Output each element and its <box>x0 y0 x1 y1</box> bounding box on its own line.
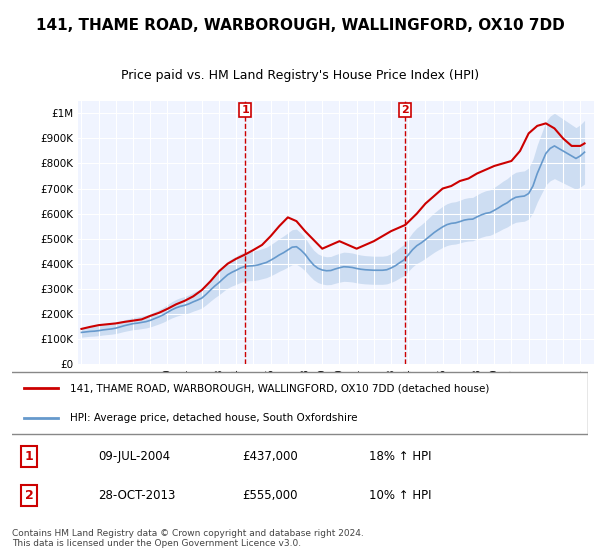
Text: 1: 1 <box>25 450 34 463</box>
Text: 141, THAME ROAD, WARBOROUGH, WALLINGFORD, OX10 7DD (detached house): 141, THAME ROAD, WARBOROUGH, WALLINGFORD… <box>70 384 489 394</box>
Text: 09-JUL-2004: 09-JUL-2004 <box>98 450 170 463</box>
Text: 28-OCT-2013: 28-OCT-2013 <box>98 489 176 502</box>
Text: 2: 2 <box>401 105 409 115</box>
Text: HPI: Average price, detached house, South Oxfordshire: HPI: Average price, detached house, Sout… <box>70 413 357 423</box>
FancyBboxPatch shape <box>6 372 588 434</box>
Text: Contains HM Land Registry data © Crown copyright and database right 2024.
This d: Contains HM Land Registry data © Crown c… <box>12 529 364 548</box>
Text: 2: 2 <box>25 489 34 502</box>
Text: 141, THAME ROAD, WARBOROUGH, WALLINGFORD, OX10 7DD: 141, THAME ROAD, WARBOROUGH, WALLINGFORD… <box>35 18 565 32</box>
Text: 1: 1 <box>241 105 249 115</box>
Text: £437,000: £437,000 <box>242 450 298 463</box>
Text: 18% ↑ HPI: 18% ↑ HPI <box>369 450 431 463</box>
Text: Price paid vs. HM Land Registry's House Price Index (HPI): Price paid vs. HM Land Registry's House … <box>121 69 479 82</box>
Text: 10% ↑ HPI: 10% ↑ HPI <box>369 489 431 502</box>
Text: £555,000: £555,000 <box>242 489 298 502</box>
